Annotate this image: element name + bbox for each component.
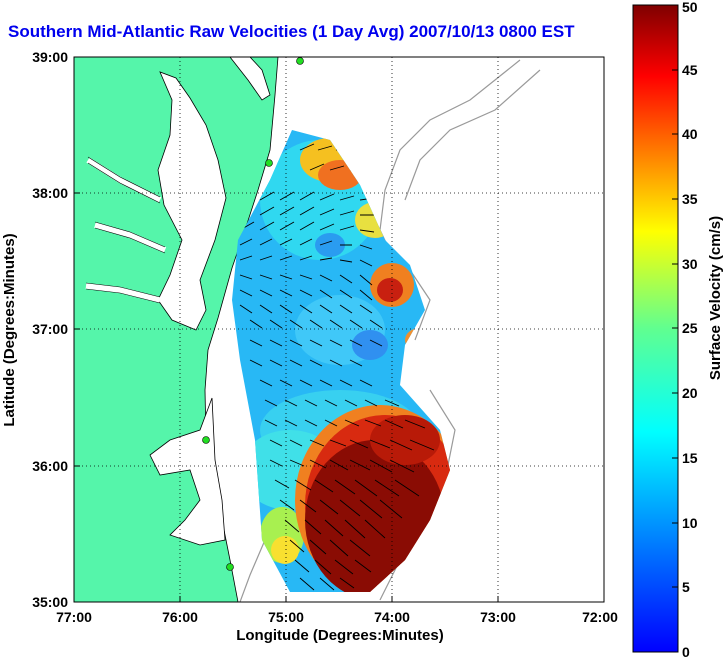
colorbar-tick-label: 40: [682, 126, 698, 142]
x-tick-label: 72:00: [582, 609, 618, 625]
colorbar-tick-label: 0: [682, 644, 690, 659]
station-marker: [202, 436, 210, 444]
colorbar-tick-label: 45: [682, 62, 698, 78]
velocity-arrows: [239, 143, 435, 591]
chesapeake-bay: [157, 71, 227, 331]
station-marker: [296, 57, 304, 65]
x-tick-label: 76:00: [162, 609, 198, 625]
grid-lines: [74, 57, 604, 602]
x-tick-label: 77:00: [56, 609, 92, 625]
station-marker: [265, 159, 273, 167]
y-tick-label: 35:00: [32, 594, 68, 610]
x-tick-label: 74:00: [374, 609, 410, 625]
map-area: [74, 57, 604, 602]
colorbar-tick-label: 5: [682, 579, 690, 595]
colorbar-tick-label: 10: [682, 515, 698, 531]
y-tick-label: 39:00: [32, 49, 68, 65]
x-tick-label: 75:00: [268, 609, 304, 625]
x-axis: [73, 596, 605, 602]
colorbar-tick-label: 20: [682, 385, 698, 401]
radar-stations: [202, 57, 304, 571]
colorbar-tick-label: 15: [682, 450, 698, 466]
y-axis-title: Latitude (Degrees:Minutes): [1, 233, 18, 426]
colorbar-title: Surface Velocity (cm/s): [707, 216, 724, 380]
y-tick-label: 37:00: [32, 321, 68, 337]
pamlico-sound: [149, 397, 226, 546]
y-tick-label: 38:00: [32, 185, 68, 201]
chart-title: Southern Mid-Atlantic Raw Velocities (1 …: [8, 22, 575, 41]
colorbar-tick-label: 30: [682, 256, 698, 272]
colorbar-ticks: [672, 4, 678, 653]
delaware-bay: [229, 57, 271, 101]
x-tick-label: 73:00: [480, 609, 516, 625]
colorbar-tick-label: 35: [682, 191, 698, 207]
colorbar: [632, 4, 679, 653]
colorbar-tick-label: 25: [682, 320, 698, 336]
x-axis-title: Longitude (Degrees:Minutes): [236, 627, 444, 644]
y-axis: [74, 56, 80, 603]
colorbar-tick-label: 50: [682, 0, 698, 15]
station-marker: [226, 563, 234, 571]
y-tick-label: 36:00: [32, 458, 68, 474]
